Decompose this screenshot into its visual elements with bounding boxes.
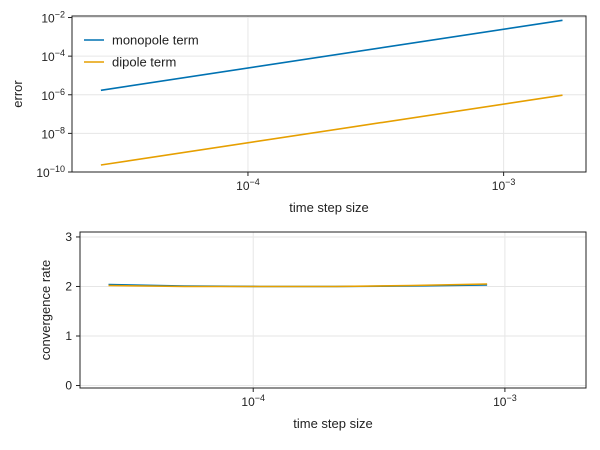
x-tick-label: 10−4 — [236, 177, 260, 193]
x-tick-label-exponent: −4 — [255, 393, 265, 403]
x-tick-label: 10−4 — [241, 393, 265, 409]
y-tick-label: 0 — [65, 379, 72, 393]
series-line-0 — [100, 19, 563, 92]
x-tick-label-exponent: −3 — [506, 393, 516, 403]
y-tick-label-base: 10 — [36, 166, 50, 180]
y-tick-label: 10−10 — [36, 164, 65, 180]
y-tick-label-exponent: −8 — [55, 125, 65, 135]
y-tick-label-base: 10 — [41, 89, 55, 103]
x-tick-label-base: 10 — [493, 395, 507, 409]
plot-frame — [71, 15, 587, 173]
y-tick-label-base: 10 — [41, 50, 55, 64]
x-tick-label-exponent: −3 — [505, 177, 515, 187]
x-tick-label-exponent: −4 — [250, 177, 260, 187]
x-axis-title: time step size — [293, 416, 372, 431]
y-tick-label: 2 — [65, 279, 72, 293]
legend-label-0: monopole term — [112, 33, 199, 48]
y-tick-label: 1 — [65, 329, 72, 343]
x-tick-label: 10−3 — [492, 177, 516, 193]
y-tick-label: 3 — [65, 230, 72, 244]
y-tick-label: 10−6 — [41, 87, 65, 103]
y-tick-label-exponent: −4 — [55, 48, 65, 58]
y-axis-title: error — [10, 80, 25, 108]
y-tick-label: 10−4 — [41, 48, 65, 64]
series-line-1 — [108, 283, 488, 288]
y-tick-label-exponent: −10 — [50, 164, 65, 174]
y-tick-label: 10−2 — [41, 10, 65, 26]
series-line-1 — [100, 94, 563, 166]
y-tick-label-exponent: −6 — [55, 87, 65, 97]
x-axis-title: time step size — [289, 200, 368, 215]
x-tick-label-base: 10 — [236, 179, 250, 193]
legend-label-1: dipole term — [112, 55, 176, 70]
x-tick-label-base: 10 — [492, 179, 506, 193]
y-tick-label-base: 10 — [41, 127, 55, 141]
plot-frame — [79, 231, 587, 389]
y-tick-label-exponent: −2 — [55, 10, 65, 20]
x-tick-label: 10−3 — [493, 393, 517, 409]
y-axis-title: convergence rate — [38, 260, 53, 360]
y-tick-label: 10−8 — [41, 125, 65, 141]
y-tick-label-base: 10 — [41, 12, 55, 26]
x-tick-label-base: 10 — [241, 395, 255, 409]
